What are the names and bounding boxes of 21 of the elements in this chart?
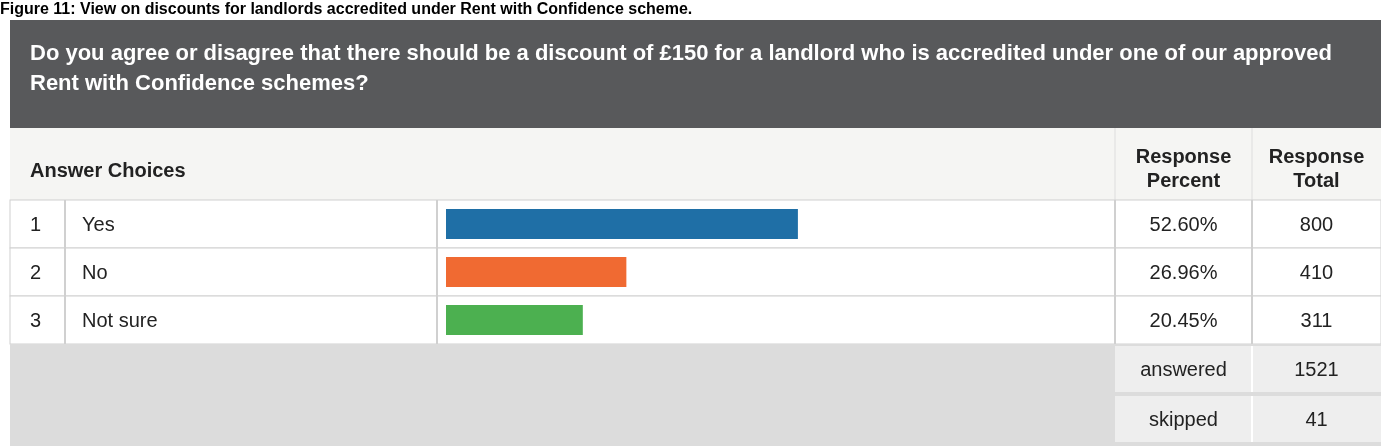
y-tick-label: Yes	[82, 213, 115, 235]
text: 311	[1300, 309, 1333, 331]
text: Response Percent	[1135, 145, 1232, 191]
data-label: 20.45%	[1149, 309, 1218, 331]
text: 3	[30, 309, 42, 331]
y-tick-label: Not sure	[82, 309, 158, 331]
data-label: 26.96%	[1149, 261, 1218, 283]
text: skipped	[1149, 408, 1218, 430]
text: Answer Choices	[30, 159, 186, 181]
chart-subtitle: Do you agree or disagree that there should be a discount of £150 for a landlord who is accredited under one of our approved Rent with Confidence schemes?	[30, 40, 1332, 95]
text: 800	[1299, 213, 1334, 235]
text: 2	[30, 261, 42, 283]
text: answered	[1140, 358, 1227, 380]
text: Response Total	[1268, 145, 1365, 191]
text: 410	[1299, 261, 1334, 283]
text: 41	[1305, 408, 1328, 430]
data-label: 52.60%	[1149, 213, 1218, 235]
chart-title: Figure 11: View on discounts for landlords accredited under Rent with Confidence scheme.	[0, 0, 693, 17]
text: 1	[30, 213, 42, 235]
y-tick-label: No	[82, 261, 108, 283]
text: 1521	[1294, 358, 1339, 380]
